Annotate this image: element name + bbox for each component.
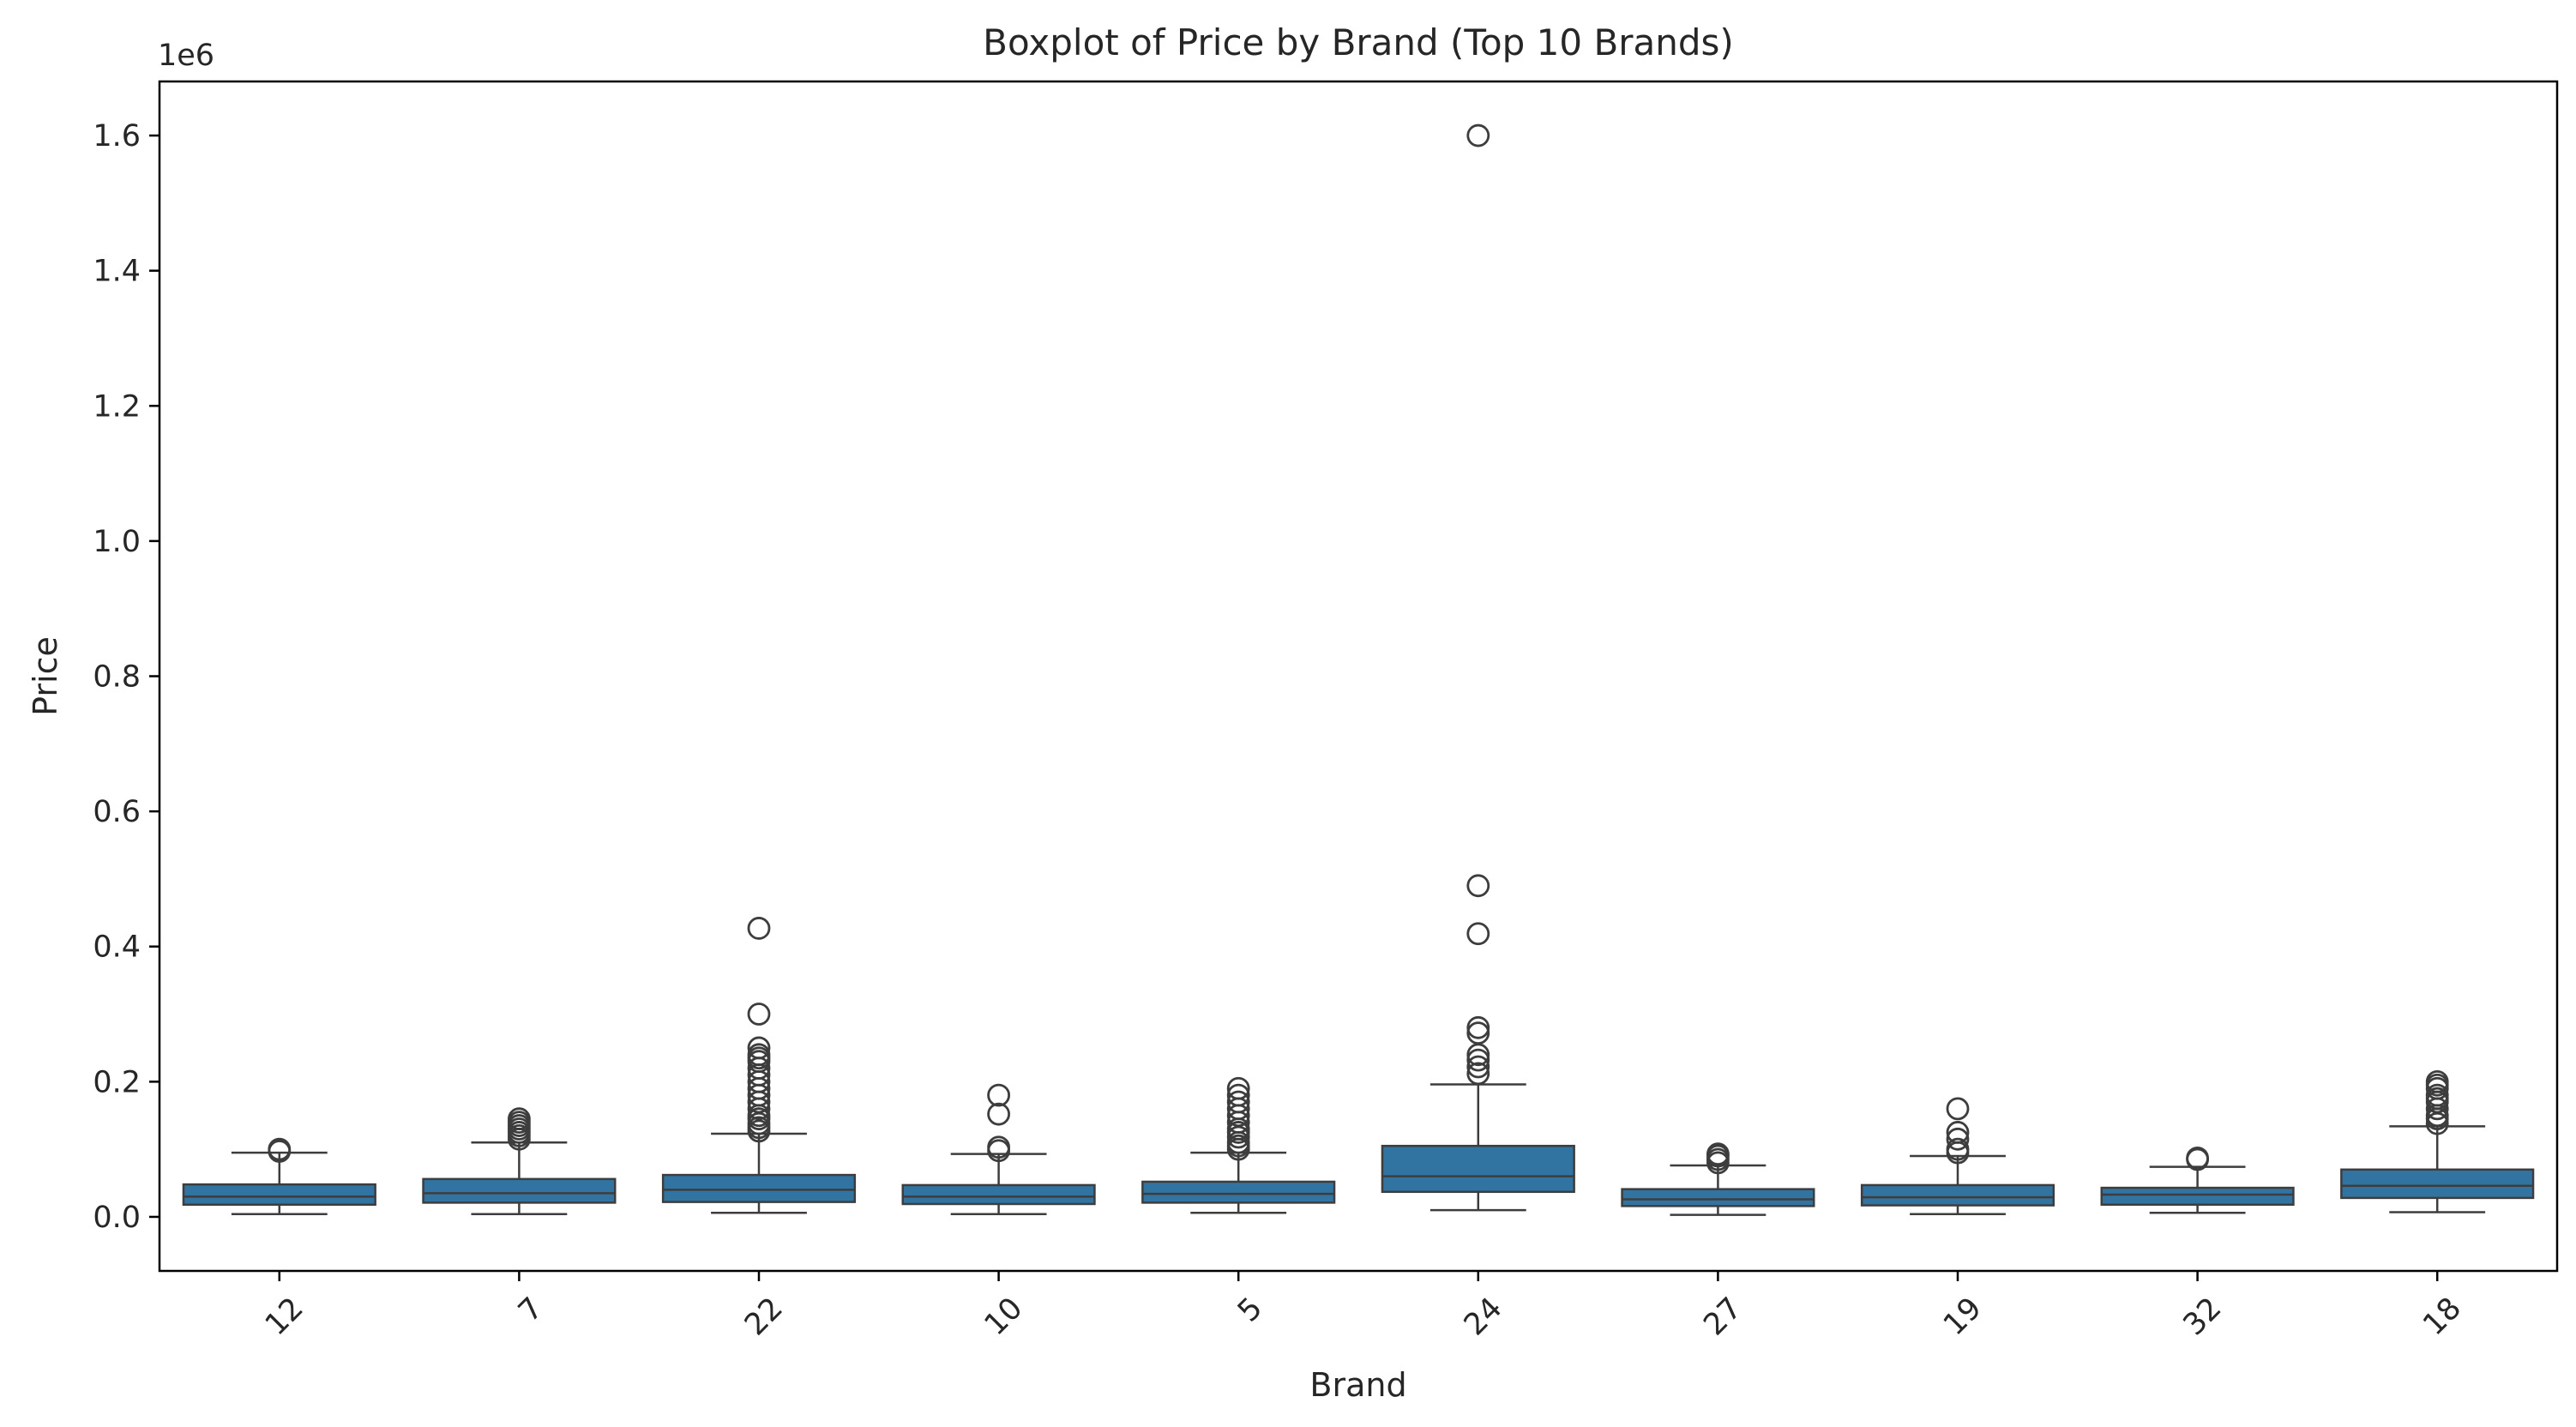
box-iqr bbox=[1141, 1180, 1336, 1204]
y-tick-label: 0.8 bbox=[93, 660, 141, 695]
x-tick-label: 10 bbox=[978, 1292, 1030, 1343]
outlier-point bbox=[747, 1036, 771, 1060]
box-group-19 bbox=[1860, 1097, 2055, 1216]
x-tick-label: 7 bbox=[512, 1292, 550, 1329]
box-group-7 bbox=[422, 1107, 617, 1216]
box-iqr bbox=[661, 1173, 857, 1203]
y-axis: 0.0 0.2 0.4 0.6 0.8 1.0 1.2 1.4 1.6 bbox=[93, 119, 159, 1235]
x-axis-label: Brand bbox=[1309, 1366, 1406, 1404]
outlier-point bbox=[1226, 1083, 1250, 1107]
outlier-point bbox=[1466, 123, 1490, 148]
y-axis-scale-label: 1e6 bbox=[158, 39, 214, 73]
box-iqr bbox=[1860, 1183, 2055, 1207]
outlier-point bbox=[2186, 1146, 2210, 1170]
outlier-point bbox=[1946, 1121, 1970, 1144]
chart-title: Boxplot of Price by Brand (Top 10 Brands… bbox=[983, 21, 1734, 63]
x-tick-label: 19 bbox=[1937, 1292, 1989, 1343]
plot-frame bbox=[158, 80, 2559, 1273]
outlier-point bbox=[1946, 1127, 1970, 1151]
outlier-point bbox=[268, 1137, 292, 1161]
outlier-point bbox=[1946, 1097, 1970, 1121]
outlier-point bbox=[2425, 1083, 2449, 1107]
box-group-5 bbox=[1141, 1076, 1336, 1214]
y-tick-label: 0.6 bbox=[93, 795, 141, 829]
outlier-point bbox=[1466, 1043, 1490, 1067]
outlier-point bbox=[1466, 922, 1490, 946]
box-iqr bbox=[422, 1177, 617, 1204]
outlier-point bbox=[747, 917, 771, 940]
box-group-22 bbox=[661, 917, 857, 1214]
box-iqr bbox=[2340, 1168, 2535, 1200]
outlier-point bbox=[1466, 1015, 1490, 1039]
x-tick-label: 5 bbox=[1231, 1292, 1269, 1329]
box-iqr bbox=[1381, 1144, 1575, 1194]
outlier-point bbox=[1466, 1055, 1490, 1079]
y-tick-label: 1.2 bbox=[93, 389, 141, 424]
outlier-point bbox=[1466, 874, 1490, 898]
box-group-24 bbox=[1381, 123, 1575, 1212]
y-tick-label: 1.6 bbox=[93, 119, 141, 154]
box-group-27 bbox=[1621, 1142, 1815, 1216]
outlier-point bbox=[508, 1107, 531, 1131]
outlier-point bbox=[987, 1135, 1010, 1159]
y-tick-label: 1.4 bbox=[93, 255, 141, 289]
y-tick-label: 0.0 bbox=[93, 1201, 141, 1235]
outlier-point bbox=[1946, 1137, 1970, 1161]
y-tick-label: 0.4 bbox=[93, 930, 141, 965]
y-tick-label: 1.0 bbox=[93, 525, 141, 559]
outlier-point bbox=[747, 1043, 771, 1067]
x-tick-label: 22 bbox=[738, 1292, 790, 1343]
box-group-18 bbox=[2340, 1069, 2535, 1213]
x-tick-label: 32 bbox=[2177, 1292, 2229, 1343]
outlier-point bbox=[1706, 1142, 1730, 1166]
outlier-point bbox=[987, 1083, 1010, 1107]
outlier-point bbox=[1226, 1090, 1250, 1114]
x-axis: 12 7 22 10 5 24 27 19 32 18 bbox=[259, 1271, 2468, 1342]
box-iqr bbox=[2100, 1186, 2295, 1207]
x-tick-label: 24 bbox=[1458, 1292, 1509, 1343]
box-group-32 bbox=[2100, 1146, 2295, 1214]
outlier-point bbox=[1466, 1021, 1490, 1045]
outlier-point bbox=[987, 1102, 1010, 1126]
box-group-12 bbox=[182, 1137, 376, 1216]
box-iqr bbox=[1621, 1188, 1815, 1207]
y-tick-label: 0.2 bbox=[93, 1065, 141, 1099]
box-iqr bbox=[901, 1183, 1096, 1206]
box-iqr bbox=[182, 1183, 376, 1207]
outlier-point bbox=[2425, 1069, 2449, 1093]
outlier-point bbox=[1466, 1062, 1490, 1086]
x-tick-label: 12 bbox=[259, 1292, 310, 1343]
y-axis-label: Price bbox=[27, 636, 64, 716]
box-group-10 bbox=[901, 1083, 1096, 1216]
plot-area bbox=[182, 123, 2535, 1216]
outlier-point bbox=[1226, 1076, 1250, 1100]
x-tick-label: 27 bbox=[1698, 1292, 1749, 1343]
outlier-point bbox=[747, 1003, 771, 1026]
outlier-point bbox=[1466, 1048, 1490, 1072]
x-tick-label: 18 bbox=[2417, 1292, 2468, 1343]
